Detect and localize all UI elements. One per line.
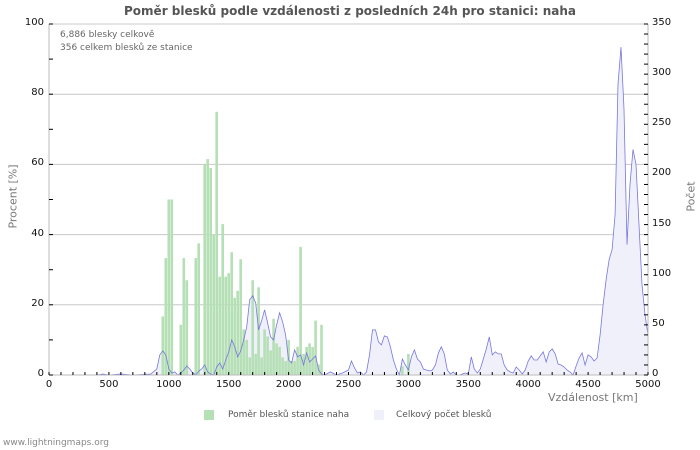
y-tick-right: 200 bbox=[652, 167, 672, 179]
y-tick-left: 0 bbox=[37, 368, 44, 379]
axes bbox=[48, 23, 649, 376]
y-tick-left: 40 bbox=[31, 227, 44, 239]
x-tick: 2000 bbox=[275, 379, 302, 390]
x-tick: 1000 bbox=[156, 379, 182, 390]
y-axis-left-title: Procent [%] bbox=[6, 164, 20, 229]
ratio-bar-series bbox=[49, 47, 649, 377]
y-tick-left: 20 bbox=[31, 297, 44, 309]
x-tick: 500 bbox=[99, 379, 119, 390]
footer-source: www.lightningmaps.org bbox=[3, 438, 109, 448]
x-tick: 0 bbox=[45, 379, 53, 390]
x-tick: 3500 bbox=[455, 379, 482, 390]
legend-swatch-lavender bbox=[374, 410, 384, 420]
y-tick-right: 300 bbox=[652, 67, 672, 79]
legend-label-count: Celkový počet blesků bbox=[396, 410, 492, 420]
y-tick-right: 350 bbox=[652, 17, 672, 28]
gridlines bbox=[49, 23, 648, 306]
chart-title: Poměr blesků podle vzdálenosti z posledn… bbox=[124, 4, 576, 18]
y-tick-left: 100 bbox=[24, 17, 44, 28]
y-tick-left: 60 bbox=[31, 157, 44, 169]
y-tick-right: 250 bbox=[652, 117, 672, 129]
x-tick: 4500 bbox=[575, 379, 601, 390]
y-tick-right: 150 bbox=[652, 217, 672, 229]
x-tick: 5000 bbox=[635, 379, 661, 390]
x-tick: 4000 bbox=[515, 379, 541, 390]
station-strikes-text: 356 celkem blesků ze stanice bbox=[60, 43, 193, 53]
summary-info: 6,886 blesky celkově 356 celkem blesků z… bbox=[60, 29, 193, 55]
legend-label-ratio: Poměr blesků stanice naha bbox=[228, 410, 350, 420]
x-tick: 1500 bbox=[215, 379, 242, 390]
y-tick-right: 50 bbox=[652, 317, 665, 329]
y-axis-right-title: Počet bbox=[684, 181, 698, 212]
x-tick: 3000 bbox=[395, 379, 422, 390]
x-axis-title: Vzdálenost [km] bbox=[548, 391, 638, 404]
total-strikes-text: 6,886 blesky celkově bbox=[60, 30, 155, 40]
y-tick-left: 80 bbox=[31, 87, 44, 99]
count-area-series bbox=[49, 47, 648, 375]
x-tick: 2500 bbox=[335, 379, 362, 390]
y-tick-right: 0 bbox=[652, 368, 659, 379]
legend-swatch-green bbox=[204, 410, 214, 420]
y-tick-right: 100 bbox=[652, 267, 672, 279]
